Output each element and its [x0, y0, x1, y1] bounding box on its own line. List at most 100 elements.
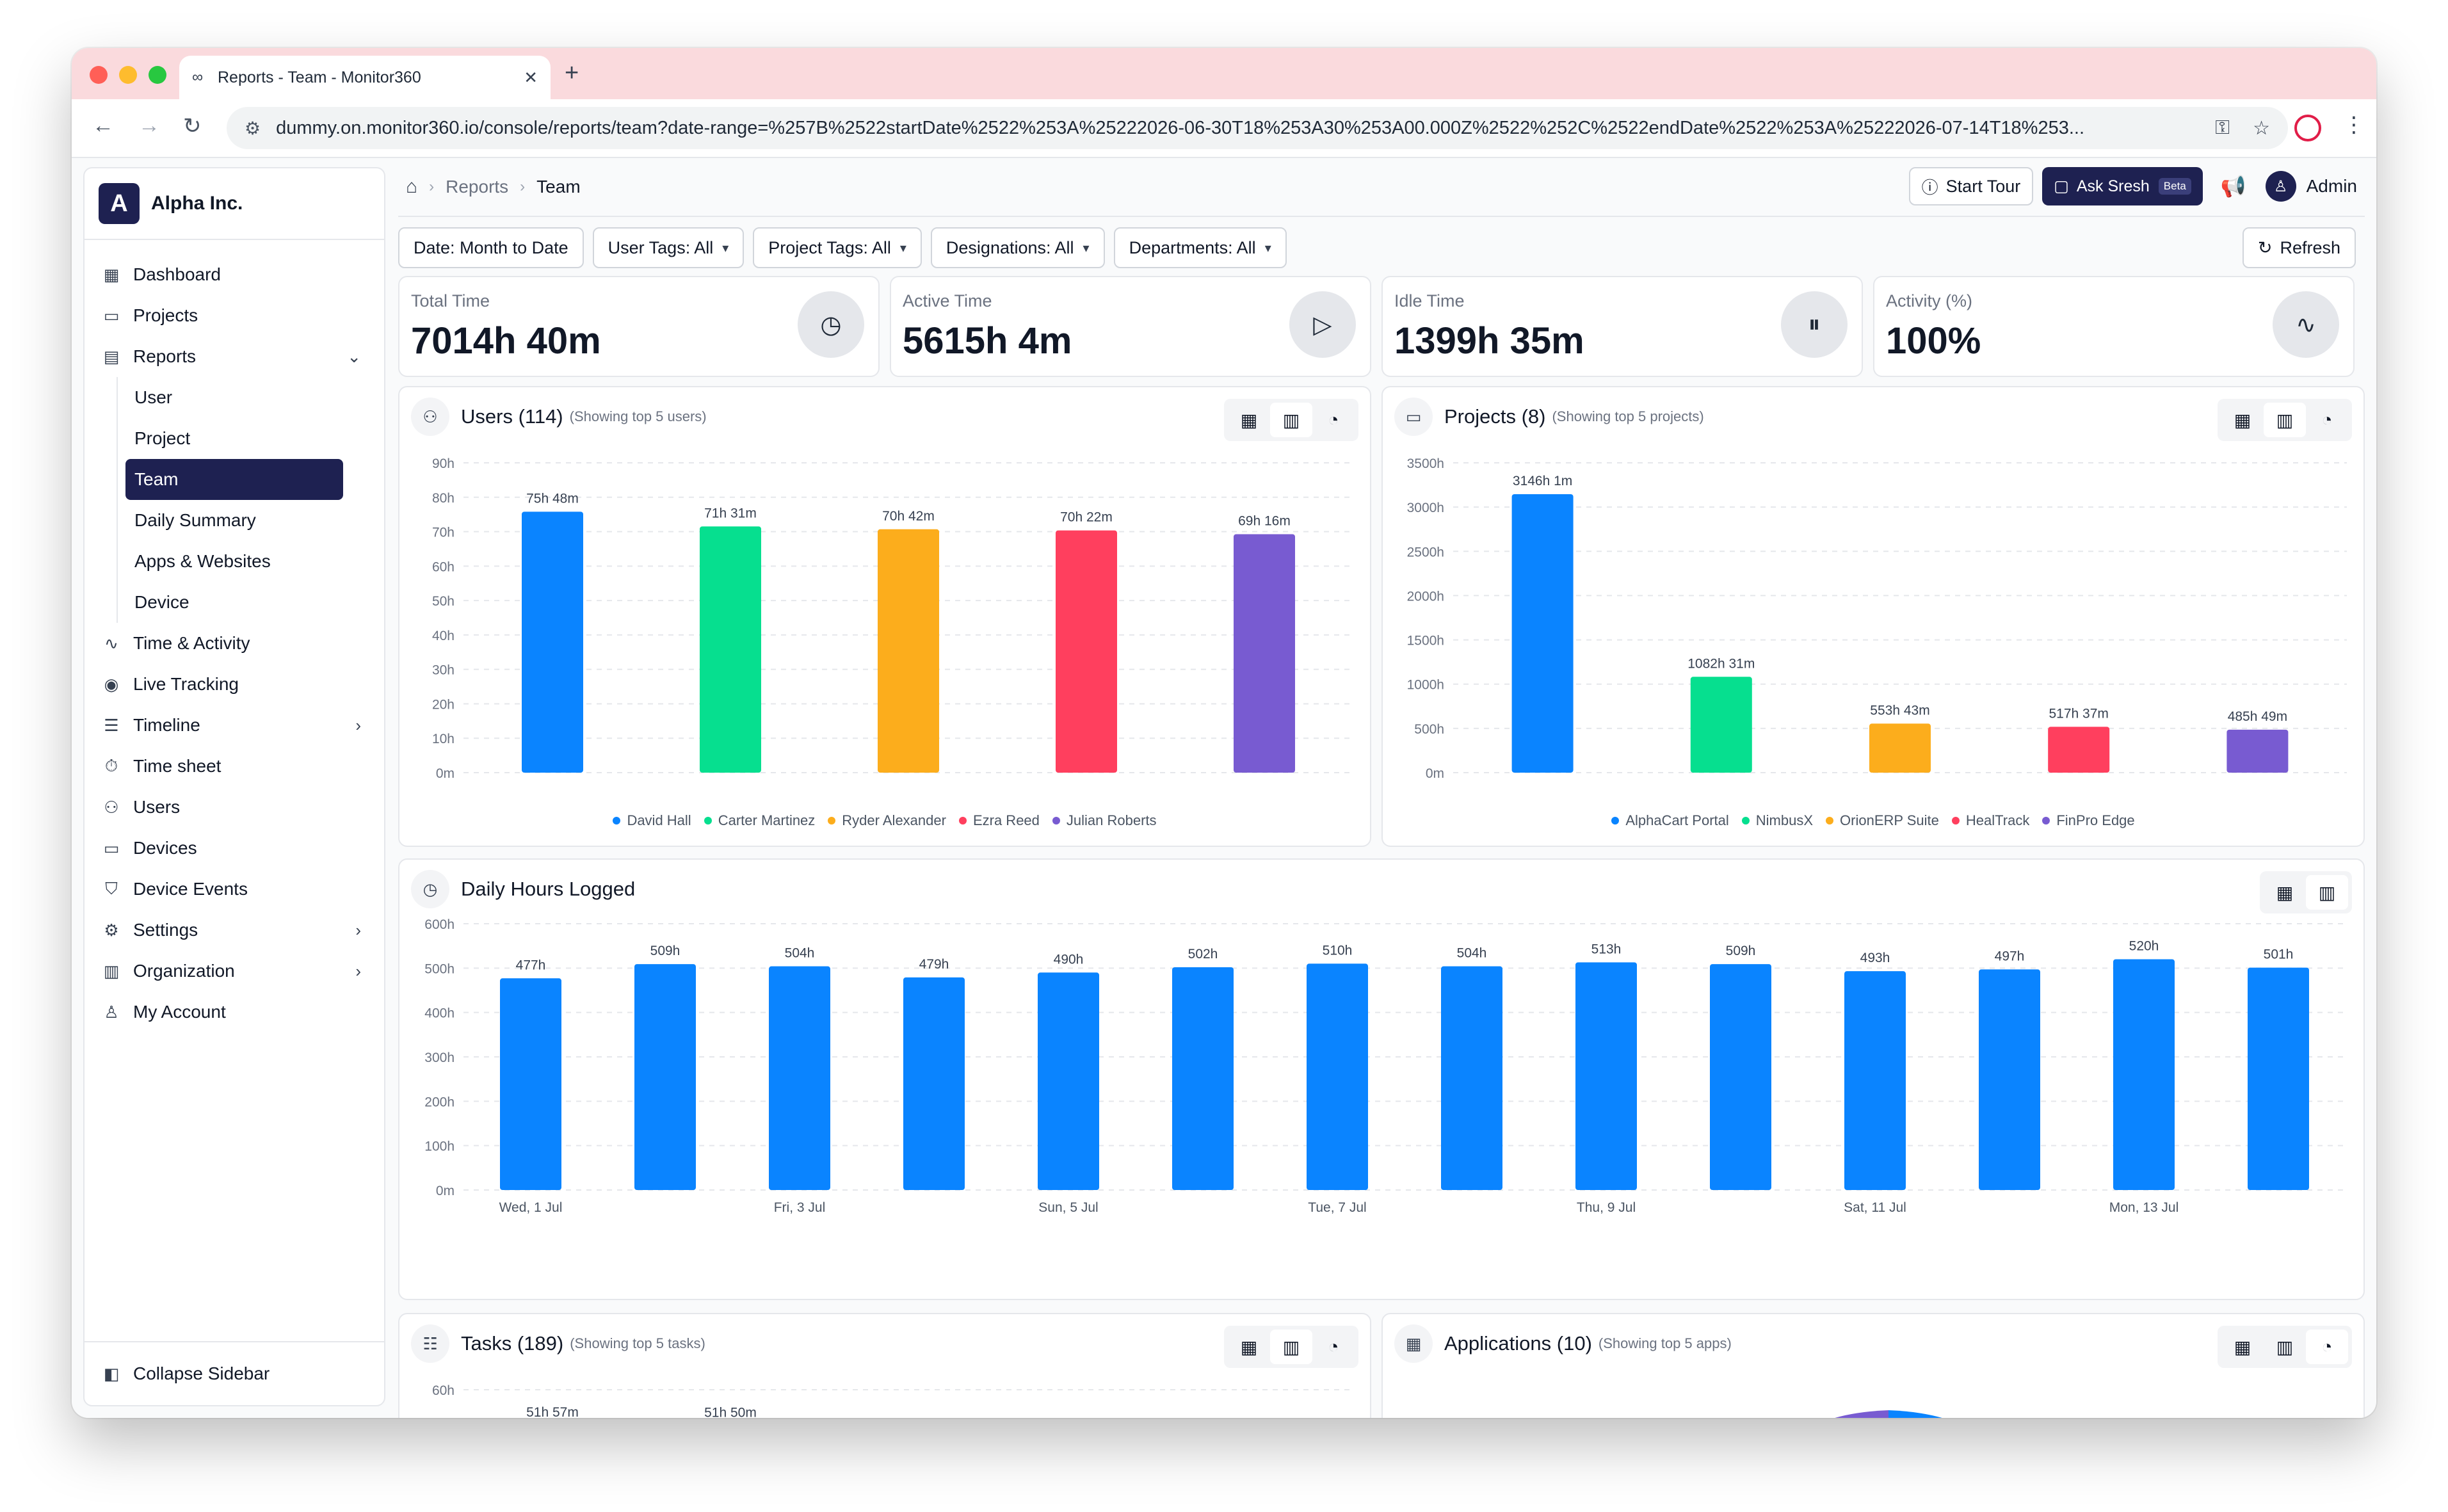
- table-view-icon[interactable]: ▦: [1240, 410, 1258, 430]
- sidebar-item-timeline[interactable]: ☰ Timeline ›: [85, 705, 384, 746]
- collapse-sidebar-button[interactable]: ◧ Collapse Sidebar: [85, 1341, 384, 1405]
- chart-bar[interactable]: [1234, 534, 1295, 773]
- pie-chart-view-icon[interactable]: ◔: [1328, 410, 1339, 430]
- table-view-icon[interactable]: ▦: [2234, 410, 2251, 430]
- sidebar-subitem-device[interactable]: Device: [134, 592, 189, 612]
- chart-bar[interactable]: [903, 977, 965, 1190]
- breadcrumb-reports[interactable]: Reports: [446, 177, 509, 197]
- bookmark-star-icon[interactable]: ☆: [2253, 117, 2270, 139]
- bar-chart-view-icon[interactable]: ▥: [1270, 403, 1312, 437]
- sidebar-item-my-account[interactable]: ♙ My Account: [85, 992, 384, 1033]
- chart-bar[interactable]: [522, 511, 583, 773]
- pie-chart-view-icon[interactable]: ◔: [1328, 1337, 1339, 1356]
- pie-slice[interactable]: [1831, 1410, 1888, 1418]
- chart-bar[interactable]: [2113, 959, 2175, 1190]
- org-brand[interactable]: A Alpha Inc.: [85, 168, 384, 240]
- date-filter[interactable]: Date: Month to Date: [398, 227, 584, 268]
- table-view-icon[interactable]: ▦: [2276, 882, 2294, 903]
- minimize-window-button[interactable]: [119, 66, 137, 84]
- table-view-icon[interactable]: ▦: [2234, 1337, 2251, 1357]
- url-field[interactable]: ⚙ dummy.on.monitor360.io/console/reports…: [227, 107, 2288, 149]
- chart-bar[interactable]: [1844, 971, 1906, 1190]
- bar-chart-view-icon[interactable]: ▥: [2306, 875, 2348, 910]
- legend-item[interactable]: Carter Martinez: [704, 812, 815, 829]
- bar-chart-view-icon[interactable]: ▥: [2264, 403, 2306, 437]
- pie-slice[interactable]: [1888, 1410, 1946, 1418]
- chart-bar[interactable]: [700, 526, 761, 773]
- table-view-icon[interactable]: ▦: [1240, 1337, 1258, 1357]
- ask-sresh-button[interactable]: ▢ Ask Sresh Beta: [2042, 167, 2203, 205]
- legend-item[interactable]: Ezra Reed: [958, 812, 1040, 829]
- back-icon[interactable]: ←: [92, 113, 114, 138]
- chart-bar[interactable]: [1869, 723, 1931, 773]
- browser-tab[interactable]: ∞ Reports - Team - Monitor360 ✕: [179, 56, 551, 99]
- legend-item[interactable]: HealTrack: [1951, 812, 2029, 829]
- legend-item[interactable]: OrionERP Suite: [1826, 812, 1939, 829]
- user-tags-filter[interactable]: User Tags: All ▾: [592, 227, 745, 268]
- legend-item[interactable]: Ryder Alexander: [828, 812, 946, 829]
- chart-bar[interactable]: [1690, 677, 1752, 773]
- chart-bar[interactable]: [1441, 966, 1502, 1190]
- announcements-icon[interactable]: 📢: [2220, 175, 2246, 198]
- sidebar-item-live-tracking[interactable]: ◉ Live Tracking: [85, 664, 384, 705]
- designations-filter[interactable]: Designations: All ▾: [930, 227, 1105, 268]
- close-window-button[interactable]: [90, 66, 108, 84]
- chart-bar[interactable]: [1056, 530, 1117, 773]
- sidebar-subitem-apps-websites[interactable]: Apps & Websites: [134, 551, 271, 571]
- chart-bar[interactable]: [500, 978, 561, 1190]
- profile-avatar-icon[interactable]: [2294, 115, 2321, 141]
- chart-bar[interactable]: [878, 529, 939, 773]
- chart-bar[interactable]: [769, 966, 830, 1190]
- bar-chart-view-icon[interactable]: ▥: [1270, 1330, 1312, 1364]
- sidebar-item-reports[interactable]: ▤ Reports ⌄: [85, 336, 384, 377]
- project-tags-filter[interactable]: Project Tags: All ▾: [753, 227, 922, 268]
- zoom-window-button[interactable]: [149, 66, 166, 84]
- chart-bar[interactable]: [1307, 963, 1368, 1190]
- sidebar-item-dashboard[interactable]: ▦ Dashboard: [85, 254, 384, 295]
- chart-bar[interactable]: [1575, 962, 1637, 1190]
- sidebar-item-projects[interactable]: ▭ Projects: [85, 295, 384, 336]
- legend-item[interactable]: Julian Roberts: [1052, 812, 1157, 829]
- home-icon[interactable]: ⌂: [406, 176, 418, 197]
- chart-bar[interactable]: [1979, 969, 2040, 1190]
- site-settings-icon[interactable]: ⚙: [245, 118, 261, 138]
- sidebar-subitem-team[interactable]: Team: [125, 459, 343, 500]
- chart-bar[interactable]: [2048, 727, 2110, 773]
- user-menu[interactable]: ♙ Admin: [2265, 171, 2357, 202]
- bar-chart-view-icon[interactable]: ▥: [2276, 1337, 2294, 1357]
- sidebar-item-time-activity[interactable]: ∿ Time & Activity: [85, 623, 384, 664]
- pie-chart-view-icon[interactable]: ◔: [2306, 1330, 2348, 1364]
- close-tab-icon[interactable]: ✕: [524, 67, 538, 87]
- chart-bar[interactable]: [2227, 729, 2289, 773]
- sidebar-item-label: My Account: [133, 1002, 226, 1022]
- legend-item[interactable]: FinPro Edge: [2042, 812, 2135, 829]
- sidebar-item-devices[interactable]: ▭ Devices: [85, 828, 384, 869]
- chart-bar[interactable]: [1511, 494, 1574, 773]
- departments-filter[interactable]: Departments: All ▾: [1113, 227, 1287, 268]
- forward-icon[interactable]: →: [138, 113, 160, 138]
- legend-item[interactable]: David Hall: [613, 812, 691, 829]
- start-tour-button[interactable]: ⓘ Start Tour: [1908, 167, 2034, 205]
- chart-bar[interactable]: [2248, 967, 2309, 1190]
- sidebar-item-organization[interactable]: ▥ Organization ›: [85, 951, 384, 992]
- legend-item[interactable]: AlphaCart Portal: [1611, 812, 1729, 829]
- sidebar-subitem-project[interactable]: Project: [134, 428, 191, 448]
- view-switcher: ▦ ▥ ◔: [2218, 399, 2352, 441]
- sidebar-subitem-daily-summary[interactable]: Daily Summary: [134, 510, 256, 530]
- sidebar-item-settings[interactable]: ⚙ Settings ›: [85, 910, 384, 951]
- chart-bar[interactable]: [1172, 967, 1234, 1190]
- refresh-button[interactable]: ↻ Refresh: [2242, 227, 2356, 268]
- pie-chart-view-icon[interactable]: ◔: [2321, 410, 2333, 430]
- sidebar-item-device-events[interactable]: ⛉ Device Events: [85, 869, 384, 910]
- sidebar-item-time-sheet[interactable]: ⏱ Time sheet: [85, 746, 384, 787]
- browser-menu-icon[interactable]: ⋮: [2343, 113, 2365, 137]
- chart-bar[interactable]: [1038, 972, 1099, 1190]
- reload-icon[interactable]: ↻: [183, 114, 202, 138]
- chart-bar[interactable]: [634, 964, 696, 1190]
- chart-bar[interactable]: [1710, 964, 1771, 1190]
- new-tab-icon[interactable]: +: [565, 60, 579, 86]
- password-key-icon[interactable]: ⚿: [2215, 117, 2230, 138]
- sidebar-subitem-user[interactable]: User: [134, 387, 173, 407]
- legend-item[interactable]: NimbusX: [1741, 812, 1813, 829]
- sidebar-item-users[interactable]: ⚇ Users: [85, 787, 384, 828]
